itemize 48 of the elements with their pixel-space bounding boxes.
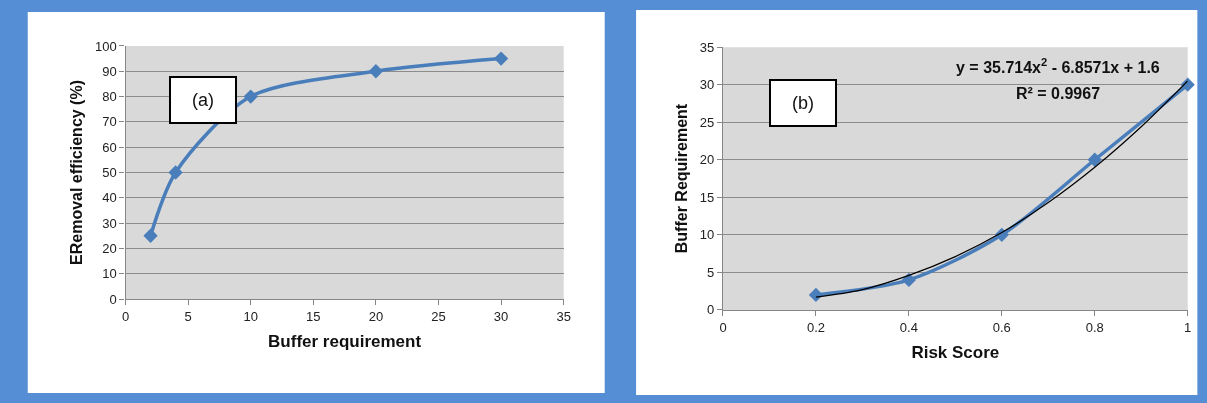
- point: [493, 51, 509, 66]
- y-tick-label: 15: [699, 189, 715, 205]
- x-tick-label: 5: [184, 308, 192, 324]
- x-tick-label: 0: [121, 308, 130, 324]
- point: [368, 64, 384, 79]
- x-tick-label: 0.4: [899, 319, 918, 335]
- y-tick-label: 70: [102, 114, 117, 130]
- point: [143, 228, 158, 243]
- point: [1087, 152, 1102, 167]
- x-tick-label: 35: [556, 308, 571, 324]
- y-tick-label: 25: [699, 114, 715, 130]
- x-tick-label: 20: [368, 308, 384, 324]
- x-tick-label: 0.8: [1085, 319, 1104, 335]
- annotation: R² = 0.9967: [1016, 85, 1101, 102]
- annotation: (a): [192, 90, 214, 110]
- point: [168, 165, 183, 180]
- y-tick-label: 100: [95, 38, 117, 54]
- y-tick-label: 20: [102, 240, 117, 256]
- y-tick-label: 60: [102, 139, 117, 155]
- y-tick-label: 80: [102, 89, 117, 105]
- x-tick-label: 0.2: [806, 319, 825, 335]
- y-tick-label: 0: [109, 291, 117, 307]
- annotation: y = 35.714x$^{2}$ - 6.8571x + 1.6: [956, 56, 1160, 76]
- y-tick-label: 20: [699, 152, 715, 168]
- x-tick-label: 0: [719, 319, 727, 335]
- x-tick-label: 1: [1184, 319, 1192, 335]
- annotation: (b): [792, 93, 814, 113]
- y-tick-label: 40: [102, 190, 117, 206]
- x-tick-label: 10: [243, 308, 258, 324]
- y-tick-label: 10: [699, 227, 715, 243]
- y-axis-title: ERemoval efficiency (%): [68, 80, 86, 265]
- y-tick-label: 90: [102, 63, 117, 79]
- x-tick-label: 0.6: [992, 319, 1011, 335]
- point: [901, 272, 917, 288]
- x-axis-title: Risk Score: [911, 343, 1000, 363]
- y-tick-label: 30: [699, 77, 715, 93]
- y-tick-label: 5: [707, 264, 715, 280]
- y-axis-title: Buffer Requirement: [672, 103, 690, 254]
- x-axis-title: Buffer requirement: [268, 332, 422, 352]
- point: [1180, 77, 1195, 92]
- y-tick-label: 10: [102, 266, 117, 282]
- point: [243, 89, 258, 104]
- x-tick-label: 25: [431, 308, 446, 324]
- x-tick-label: 15: [306, 308, 321, 324]
- y-tick-label: 35: [699, 39, 715, 55]
- x-tick-label: 30: [493, 308, 509, 324]
- y-tick-label: 30: [102, 215, 117, 231]
- y-tick-label: 50: [102, 165, 117, 181]
